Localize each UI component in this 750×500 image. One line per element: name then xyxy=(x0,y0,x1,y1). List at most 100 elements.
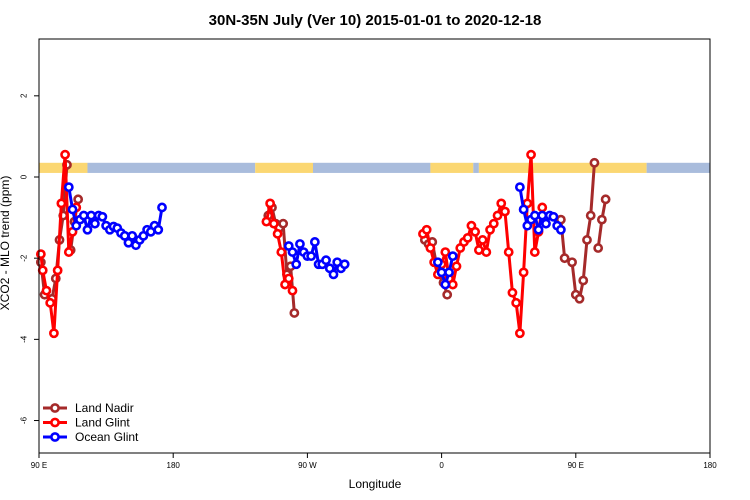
series-ocean-glint xyxy=(63,182,566,290)
land-glint-point xyxy=(37,265,48,276)
legend-marker-land-nadir xyxy=(50,403,60,413)
land-glint-point xyxy=(60,149,70,160)
land-glint-point xyxy=(272,228,283,239)
ocean-glint-point xyxy=(444,267,454,278)
land-glint-point xyxy=(526,149,536,160)
land-nadir-point xyxy=(585,210,596,221)
land-glint-point xyxy=(49,328,59,339)
legend-marker-land-glint xyxy=(50,417,60,428)
land-glint-point xyxy=(421,224,432,235)
landmask-ocean xyxy=(87,162,256,173)
ocean-glint-point xyxy=(67,204,78,215)
x-tick-label: 180 xyxy=(703,461,717,470)
ocean-glint-point xyxy=(328,269,339,280)
land-glint-point xyxy=(492,210,503,221)
ocean-glint-point xyxy=(309,237,320,247)
ocean-glint-point xyxy=(86,210,97,221)
landmask-land xyxy=(478,162,647,173)
land-glint-point xyxy=(63,247,74,257)
land-nadir-point xyxy=(582,235,592,245)
landmask-ocean xyxy=(473,162,479,173)
ocean-glint-point xyxy=(529,210,540,221)
land-glint-point xyxy=(481,247,492,257)
ocean-glint-point xyxy=(541,218,551,229)
land-glint-point xyxy=(425,243,436,253)
ocean-glint-point xyxy=(518,204,529,215)
legend-label-land-glint: Land Glint xyxy=(75,416,130,430)
x-tick-label: 90 E xyxy=(568,461,584,470)
y-tick-label: 0 xyxy=(19,174,28,179)
ocean-glint-point xyxy=(440,279,451,290)
land-glint-point xyxy=(268,218,279,229)
land-nadir-point xyxy=(593,243,604,253)
landmask-ocean xyxy=(312,162,431,173)
land-glint-point xyxy=(35,249,46,260)
land-glint-point xyxy=(52,265,63,276)
ocean-glint-point xyxy=(153,224,164,235)
land-glint-point xyxy=(496,198,507,209)
land-glint-point xyxy=(537,202,548,213)
ocean-glint-point xyxy=(90,218,100,229)
ocean-glint-point xyxy=(78,210,89,221)
chart-title: 30N-35N July (Ver 10) 2015-01-01 to 2020… xyxy=(209,12,542,29)
land-nadir-point xyxy=(567,257,577,268)
land-glint-point xyxy=(447,279,458,290)
landmask-band xyxy=(39,162,710,173)
x-axis: 90 E 180 90 W 0 90 E 180 xyxy=(31,453,717,470)
x-tick-label: 0 xyxy=(439,461,444,470)
ocean-glint-point xyxy=(63,182,74,193)
landmask-land xyxy=(255,162,313,173)
land-glint-point xyxy=(470,226,481,237)
data-series xyxy=(35,149,611,339)
land-glint-point xyxy=(41,285,52,296)
landmask-ocean xyxy=(646,162,710,173)
land-glint-point xyxy=(503,247,514,257)
y-axis-label: XCO2 - MLO trend (ppm) xyxy=(0,176,12,311)
land-glint-point xyxy=(500,206,510,217)
land-glint-point xyxy=(462,232,473,243)
land-nadir-point xyxy=(559,253,570,264)
plot-frame xyxy=(38,38,711,454)
ocean-glint-point xyxy=(127,230,138,241)
land-nadir-point xyxy=(578,275,589,286)
ocean-glint-point xyxy=(533,224,544,235)
ocean-glint-point xyxy=(548,211,559,222)
landmask-land xyxy=(430,162,474,173)
legend-marker-ocean-glint xyxy=(50,432,60,442)
land-glint-point xyxy=(511,297,522,308)
land-glint-point xyxy=(283,273,294,284)
land-glint-point xyxy=(56,198,67,209)
land-glint-point xyxy=(276,247,287,257)
land-nadir-point xyxy=(73,194,84,205)
ocean-glint-point xyxy=(295,239,305,249)
land-glint-point xyxy=(473,245,484,255)
land-glint-point xyxy=(287,285,298,296)
land-glint-point xyxy=(45,297,56,308)
x-tick-label: 90 W xyxy=(298,461,317,470)
ocean-glint-point xyxy=(447,251,458,262)
land-glint-point xyxy=(514,328,525,339)
ocean-glint-point xyxy=(514,182,525,193)
y-tick-label: -4 xyxy=(19,335,28,343)
land-nadir-point xyxy=(442,289,453,300)
land-glint-point xyxy=(477,235,488,245)
land-nadir-line xyxy=(559,162,596,301)
land-nadir-point xyxy=(589,157,600,168)
ocean-glint-point xyxy=(321,255,331,266)
ocean-glint-point xyxy=(291,259,302,270)
ocean-glint-point xyxy=(97,211,108,222)
legend-label-land-nadir: Land Nadir xyxy=(75,401,134,415)
y-axis: -6 -4 -2 0 2 xyxy=(19,93,39,424)
ocean-glint-line xyxy=(287,240,346,276)
land-glint-line xyxy=(39,153,78,335)
land-glint-point xyxy=(507,287,518,298)
ocean-glint-point xyxy=(339,259,350,270)
land-glint-point xyxy=(451,261,462,272)
land-glint-point xyxy=(488,218,499,229)
land-glint-point xyxy=(529,247,540,257)
land-glint-point xyxy=(518,267,529,278)
ocean-glint-point xyxy=(82,224,93,235)
land-nadir-point xyxy=(574,293,585,304)
ocean-glint-point xyxy=(287,247,298,257)
